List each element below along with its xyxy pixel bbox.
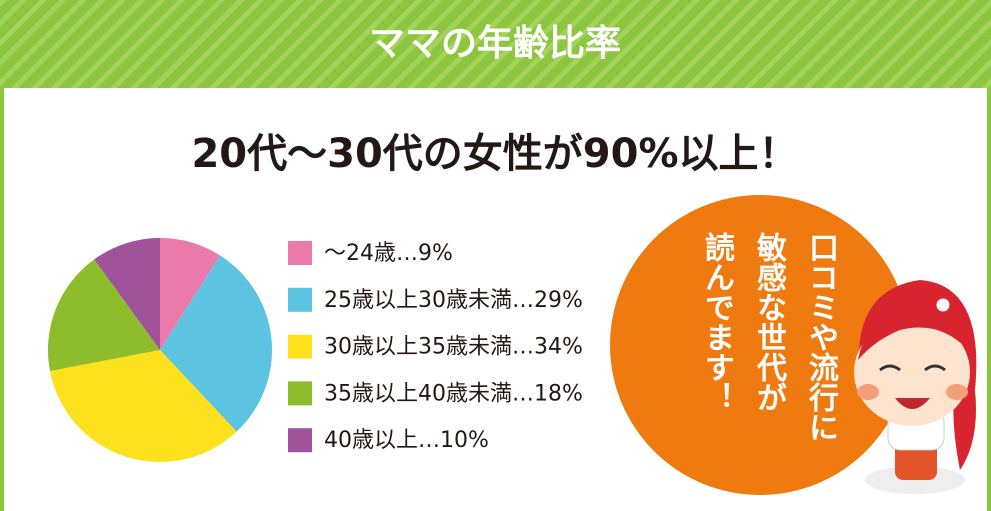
callout-line: 口コミや流行に [803, 232, 838, 442]
headline: 20代〜30代の女性が90%以上！ [191, 131, 798, 177]
pie-slice [94, 238, 160, 350]
callout-text: 口コミや流行に 敏感な世代が 読んでます！ [676, 232, 846, 462]
character [854, 280, 977, 494]
legend-swatch [288, 241, 312, 265]
legend-swatch [288, 381, 312, 406]
legend-label: 25歳以上30歳未満…29% [324, 288, 583, 313]
pie-slice [48, 259, 160, 371]
pie-slice [160, 238, 221, 350]
chart-title: ママの年齢比率 [369, 23, 621, 64]
banner [0, 0, 991, 88]
legend-swatch [288, 428, 312, 453]
callout-line: 敏感な世代が [751, 232, 786, 412]
callout-circle [610, 195, 910, 495]
legend-swatch [288, 334, 312, 359]
legend-swatch [288, 287, 312, 312]
legend-label: 35歳以上40歳未満…18% [324, 381, 583, 406]
pie-slice [49, 350, 237, 463]
pie-slice [160, 255, 273, 432]
legend-label: 〜24歳…9% [324, 241, 453, 266]
legend-label: 30歳以上35歳未満…34% [324, 335, 583, 360]
callout-line: 読んでます！ [699, 232, 734, 412]
legend-label: 40歳以上…10% [324, 428, 489, 453]
